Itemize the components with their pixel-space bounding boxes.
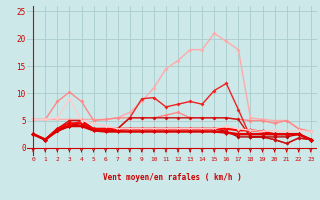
X-axis label: Vent moyen/en rafales ( km/h ): Vent moyen/en rafales ( km/h ) [103, 173, 241, 182]
